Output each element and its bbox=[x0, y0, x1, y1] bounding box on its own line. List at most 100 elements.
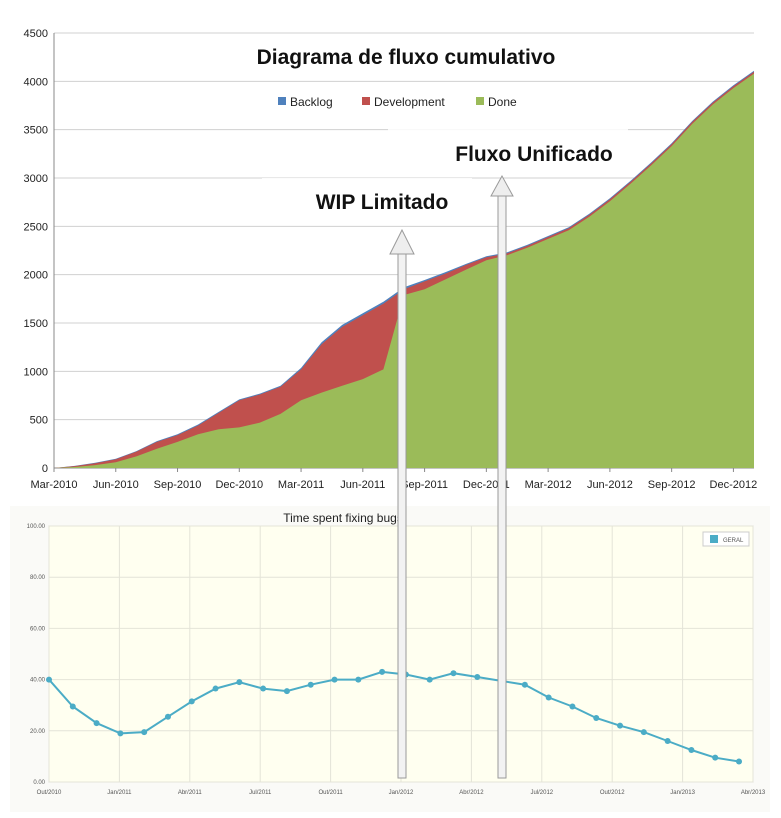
cfd-y-tick-label: 2500 bbox=[24, 221, 48, 233]
wip-arrow-shaft bbox=[397, 251, 407, 779]
cfd-y-tick-label: 0 bbox=[42, 463, 48, 475]
bugs-line-chart: 0.00 20.00 40.00 60.00 80.00 100.00 Out/2010 J… bbox=[10, 506, 770, 812]
cfd-y-tick-label: 4000 bbox=[24, 76, 48, 88]
bugs-data-point bbox=[331, 676, 338, 683]
unified-arrow-shaft bbox=[497, 193, 507, 779]
bugs-x-tick-label: Out/2011 bbox=[318, 790, 343, 796]
cfd-y-tick-label: 4500 bbox=[24, 28, 48, 40]
cfd-x-tick-label: Dec-2012 bbox=[710, 479, 758, 491]
bugs-data-point bbox=[545, 694, 552, 701]
cfd-y-tick-label: 3500 bbox=[24, 125, 48, 137]
cfd-legend-swatch bbox=[476, 97, 484, 105]
cfd-x-tick-label: Sep-2010 bbox=[154, 479, 202, 491]
bugs-x-tick-label: Jan/2011 bbox=[107, 790, 132, 796]
bugs-x-tick-label: Abr/2013 bbox=[741, 790, 766, 796]
cfd-x-tick-label: Sep-2012 bbox=[648, 479, 696, 491]
bugs-y-tick-label: 100.00 bbox=[27, 524, 46, 530]
bugs-data-point bbox=[355, 676, 362, 683]
wip-arrow bbox=[389, 228, 415, 779]
unified-arrow-head bbox=[490, 174, 514, 197]
bugs-x-tick-label: Abr/2012 bbox=[459, 790, 484, 796]
bugs-data-point bbox=[93, 720, 100, 727]
cfd-y-tick-label: 1000 bbox=[24, 366, 48, 378]
bugs-data-point bbox=[46, 676, 52, 683]
cfd-area-done bbox=[54, 73, 754, 468]
cfd-legend-label: Backlog bbox=[290, 95, 333, 109]
bugs-y-ticks: 0.00 20.00 40.00 60.00 80.00 100.00 bbox=[27, 524, 46, 786]
cfd-x-tick-label: Mar-2011 bbox=[278, 479, 324, 491]
bugs-data-point bbox=[450, 670, 457, 677]
bugs-legend-label: GERAL bbox=[723, 538, 744, 544]
cfd-x-ticks: Mar-2010 Jun-2010 Sep-2010 Dec-2010 Mar-2011… bbox=[30, 468, 757, 491]
unified-arrow bbox=[490, 174, 514, 779]
cfd-y-tick-label: 3000 bbox=[24, 173, 48, 185]
bugs-data-point bbox=[521, 681, 528, 688]
bugs-data-point bbox=[188, 698, 195, 705]
cfd-y-tick-label: 500 bbox=[30, 415, 48, 427]
cfd-legend: Backlog Development Done bbox=[278, 95, 517, 109]
bugs-y-tick-label: 80.00 bbox=[30, 575, 46, 581]
wip-label-backdrop bbox=[262, 178, 472, 222]
bugs-data-point bbox=[617, 722, 624, 729]
cfd-x-tick-label: Jun-2012 bbox=[587, 479, 633, 491]
unified-label-backdrop bbox=[388, 128, 628, 170]
bugs-data-point bbox=[283, 688, 290, 695]
cfd-title: Diagrama de fluxo cumulativo bbox=[257, 46, 556, 69]
bugs-data-point bbox=[712, 754, 719, 761]
cfd-x-tick-label: Dec-2010 bbox=[215, 479, 263, 491]
cfd-legend-swatch bbox=[362, 97, 370, 105]
bugs-data-point bbox=[379, 668, 386, 675]
bugs-y-tick-label: 60.00 bbox=[30, 626, 46, 632]
bugs-y-tick-label: 40.00 bbox=[30, 678, 46, 684]
bugs-data-point bbox=[260, 685, 267, 692]
bugs-x-tick-label: Jan/2012 bbox=[389, 790, 414, 796]
bugs-legend: GERAL bbox=[702, 531, 750, 547]
unified-flow-label: Fluxo Unificado bbox=[455, 143, 613, 166]
bugs-series-line bbox=[48, 670, 740, 763]
bugs-x-tick-label: Jan/2013 bbox=[670, 790, 695, 796]
bugs-x-tick-label: Jul/2012 bbox=[530, 790, 553, 796]
bugs-data-point bbox=[688, 747, 695, 753]
cfd-legend-swatch bbox=[278, 97, 286, 105]
bugs-data-point bbox=[593, 715, 600, 721]
cfd-x-tick-label: Mar-2012 bbox=[525, 479, 572, 491]
bugs-x-tick-label: Jul/2011 bbox=[249, 790, 272, 796]
cfd-legend-label: Done bbox=[488, 95, 517, 109]
cfd-y-tick-label: 1500 bbox=[24, 318, 48, 330]
bugs-y-tick-label: 0.00 bbox=[33, 780, 45, 786]
wip-arrow-head bbox=[389, 228, 415, 255]
wip-limited-label: WIP Limitado bbox=[316, 191, 449, 214]
cumulative-flow-chart: 0 500 1000 1500 2000 2500 3000 3500 4000 4500 Mar… bbox=[14, 12, 767, 502]
bugs-y-tick-label: 20.00 bbox=[30, 729, 46, 735]
bugs-data-point bbox=[640, 729, 647, 736]
bugs-legend-swatch bbox=[710, 535, 718, 543]
bugs-x-tick-label: Abr/2011 bbox=[178, 790, 203, 796]
bugs-data-point bbox=[212, 685, 219, 692]
bugs-data-point bbox=[141, 729, 148, 736]
bugs-data-point bbox=[117, 730, 124, 737]
bugs-data-point bbox=[664, 738, 671, 745]
bugs-series-geral bbox=[46, 668, 742, 765]
bugs-data-point bbox=[69, 703, 76, 710]
bugs-title: Time spent fixing bugs bbox=[283, 511, 403, 525]
bugs-data-point bbox=[236, 679, 243, 686]
cfd-x-tick-label: Mar-2010 bbox=[30, 479, 77, 491]
cfd-y-tick-label: 2000 bbox=[24, 270, 48, 282]
bugs-x-tick-label: Out/2010 bbox=[37, 790, 62, 796]
cfd-x-tick-label: Jun-2010 bbox=[93, 479, 139, 491]
bugs-data-point bbox=[164, 713, 171, 720]
bugs-data-point bbox=[474, 674, 481, 681]
bugs-x-ticks: Out/2010 Jan/2011 Abr/2011 Jul/2011 Out/2011… bbox=[37, 790, 766, 796]
bugs-data-point bbox=[569, 703, 576, 710]
bugs-data-point bbox=[426, 676, 433, 683]
bugs-data-point bbox=[307, 681, 314, 688]
cfd-x-tick-label: Jun-2011 bbox=[340, 479, 385, 491]
annotations: Fluxo Unificado WIP Limitado bbox=[262, 128, 628, 779]
bugs-data-point bbox=[736, 758, 742, 765]
cfd-legend-label: Development bbox=[374, 95, 445, 109]
cfd-y-ticks: 0 500 1000 1500 2000 2500 3000 3500 4000 4500 bbox=[24, 28, 48, 475]
cfd-x-tick-label: Sep-2011 bbox=[401, 479, 448, 491]
bugs-x-tick-label: Out/2012 bbox=[600, 790, 625, 796]
cfd-areas bbox=[54, 70, 754, 468]
